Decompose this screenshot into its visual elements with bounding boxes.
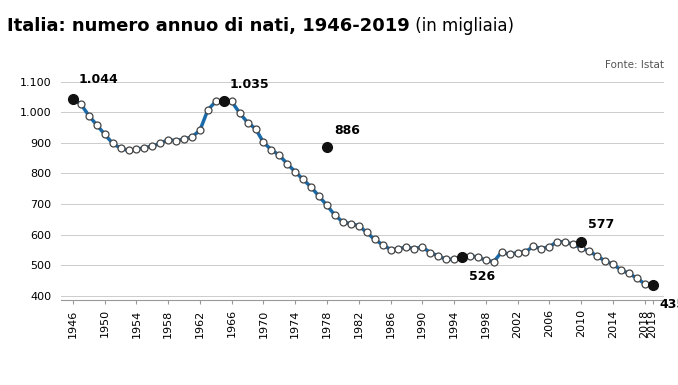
Text: 526: 526 [469, 270, 495, 283]
Text: (in migliaia): (in migliaia) [410, 17, 513, 35]
Text: Italia: numero annuo di nati, 1946-2019: Italia: numero annuo di nati, 1946-2019 [7, 17, 410, 35]
Text: 1.044: 1.044 [79, 73, 118, 86]
Text: Fonte: Istat: Fonte: Istat [605, 60, 664, 70]
Text: 1.035: 1.035 [229, 78, 269, 91]
Text: 435: 435 [660, 298, 678, 311]
Text: 577: 577 [588, 218, 614, 231]
Text: 886: 886 [334, 124, 360, 137]
